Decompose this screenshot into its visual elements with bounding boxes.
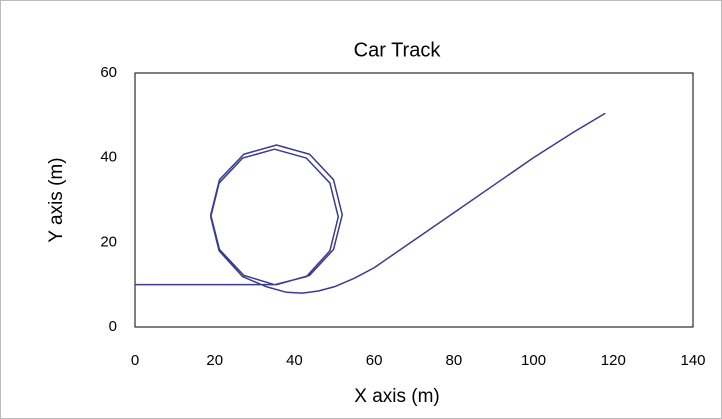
chart: Car Track X axis (m) Y axis (m) 0 20 40 60 8… — [0, 0, 722, 419]
y-axis-label: Y axis (m) — [46, 157, 67, 242]
y-tick-label: 60 — [100, 64, 117, 81]
x-tick-label: 0 — [131, 352, 139, 369]
x-tick-label: 40 — [286, 352, 303, 369]
x-tick-label: 100 — [521, 352, 546, 369]
x-tick-label: 20 — [206, 352, 223, 369]
x-tick-label: 140 — [680, 352, 705, 369]
x-tick-label: 60 — [366, 352, 383, 369]
track-line — [135, 113, 605, 293]
x-tick-label: 80 — [446, 352, 463, 369]
plot-frame — [135, 73, 693, 327]
y-tick-label: 40 — [100, 149, 117, 166]
y-tick-label: 20 — [100, 233, 117, 250]
chart-title: Car Track — [354, 39, 442, 61]
page: {"chart_data": { "type": "line", "title"… — [0, 0, 722, 419]
x-tick-label: 120 — [601, 352, 626, 369]
y-tick-label: 0 — [109, 318, 117, 335]
x-axis-label: X axis (m) — [354, 386, 440, 407]
